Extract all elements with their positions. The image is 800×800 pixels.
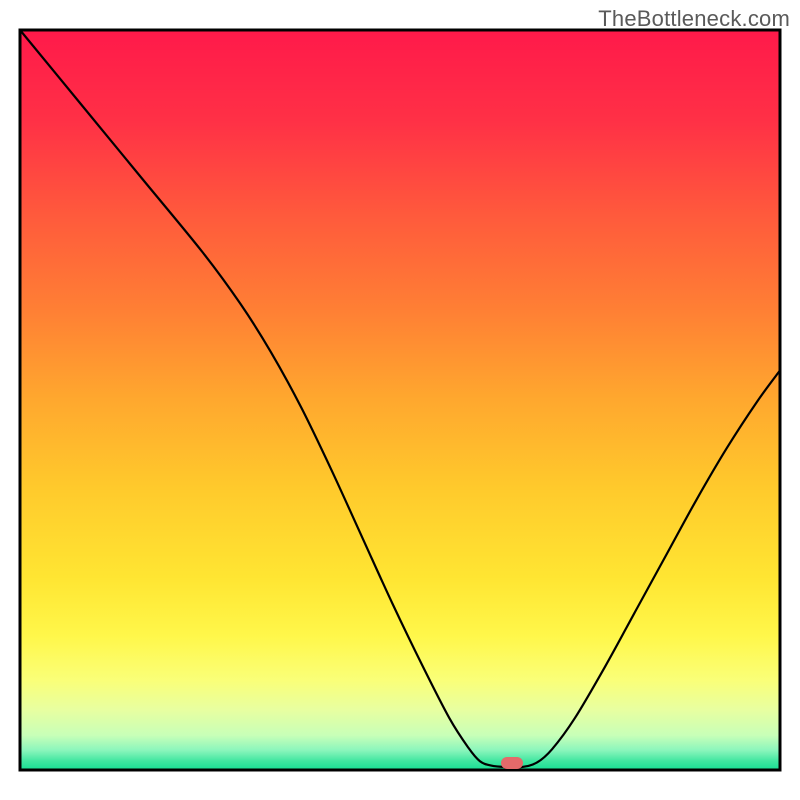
chart-container: TheBottleneck.com bbox=[0, 0, 800, 800]
bottleneck-plot bbox=[0, 0, 800, 800]
plot-background bbox=[22, 32, 779, 769]
optimal-point-marker bbox=[501, 757, 523, 769]
